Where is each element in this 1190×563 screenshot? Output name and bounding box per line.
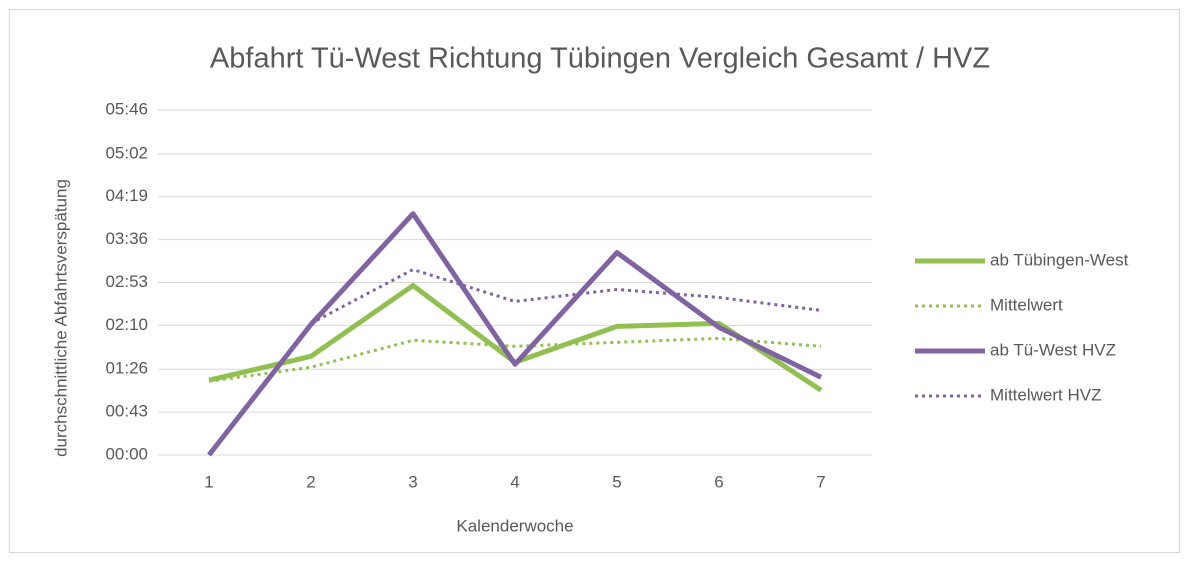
series-line bbox=[310, 268, 822, 325]
chart-title: Abfahrt Tü-West Richtung Tübingen Vergle… bbox=[210, 43, 990, 75]
x-tick-label: 6 bbox=[714, 472, 723, 491]
legend-label: Mittelwert HVZ bbox=[990, 385, 1101, 404]
x-tick-label: 3 bbox=[408, 472, 417, 491]
y-tick-label: 05:02 bbox=[105, 143, 148, 162]
y-axis-label: durchschnittliche Abfahrtsverspätung bbox=[51, 179, 70, 457]
y-tick-label: 02:10 bbox=[105, 315, 148, 334]
x-axis-label: Kalenderwoche bbox=[456, 516, 573, 535]
x-tick-label: 1 bbox=[204, 472, 213, 491]
x-tick-label: 4 bbox=[510, 472, 519, 491]
legend-label: ab Tü-West HVZ bbox=[990, 340, 1116, 359]
series-line bbox=[208, 336, 822, 383]
y-tick-label: 05:46 bbox=[105, 99, 148, 118]
x-tick-label: 2 bbox=[306, 472, 315, 491]
chart-border bbox=[9, 9, 1180, 553]
y-tick-label: 04:19 bbox=[105, 186, 148, 205]
legend-label: Mittelwert bbox=[990, 295, 1063, 314]
y-tick-label: 01:26 bbox=[105, 359, 148, 378]
y-tick-label: 00:43 bbox=[105, 402, 148, 421]
x-tick-label: 7 bbox=[816, 472, 825, 491]
y-tick-label: 02:53 bbox=[105, 272, 148, 291]
y-tick-label: 00:00 bbox=[105, 444, 148, 463]
y-tick-label: 03:36 bbox=[105, 229, 148, 248]
legend-label: ab Tübingen-West bbox=[990, 250, 1129, 269]
series-line bbox=[207, 211, 823, 457]
x-tick-label: 5 bbox=[612, 472, 621, 491]
